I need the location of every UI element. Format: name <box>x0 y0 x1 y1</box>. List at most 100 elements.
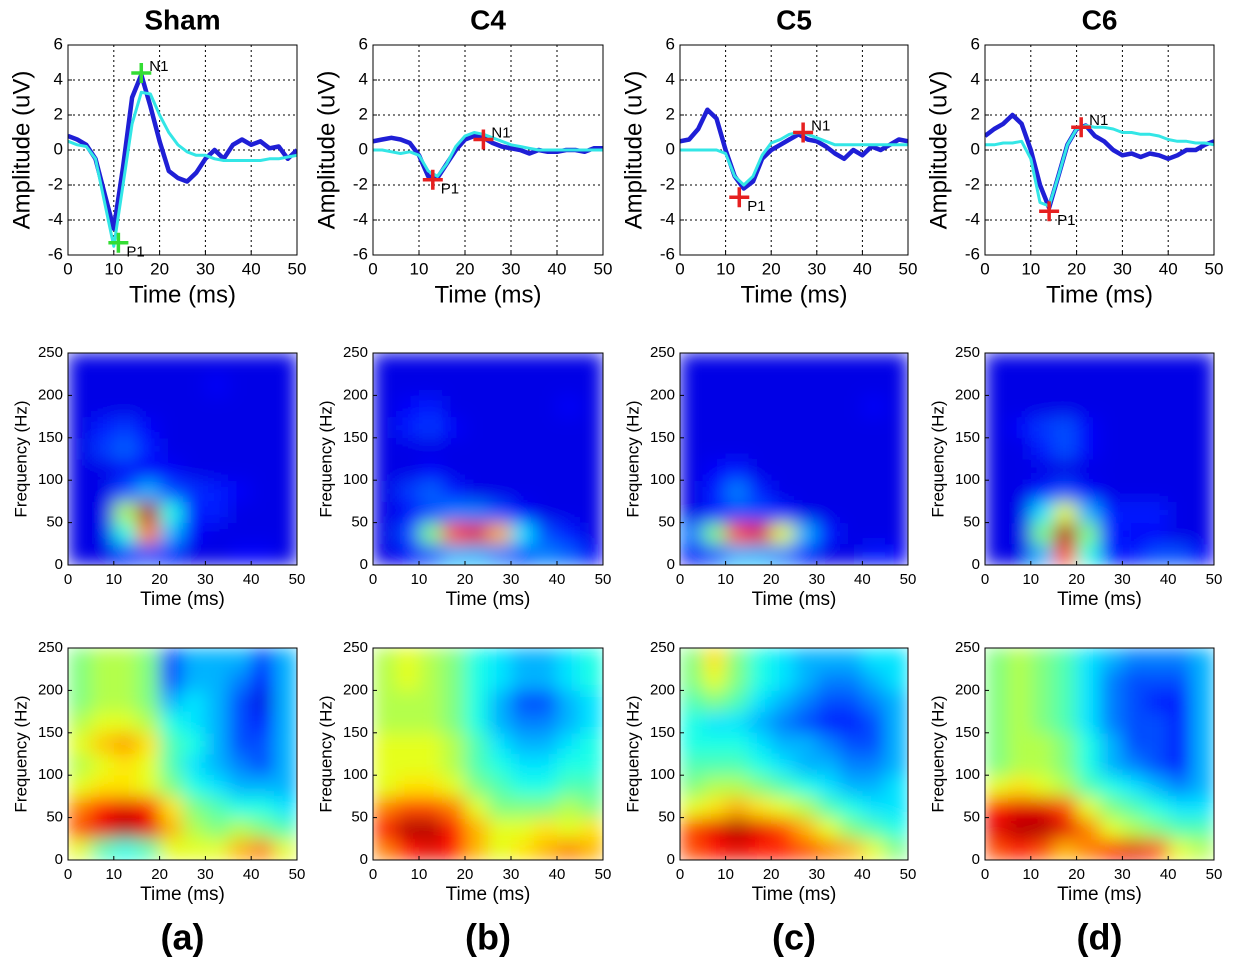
x-tick-label: 0 <box>676 571 684 588</box>
heatmap-cell <box>1099 522 1123 545</box>
heatmap-cell <box>580 374 603 396</box>
heatmap-cell <box>511 459 535 481</box>
y-tick-label: 6 <box>971 34 980 53</box>
heatmap-cell <box>680 374 704 396</box>
heatmap-cell <box>442 522 466 545</box>
heatmap-cell <box>1099 459 1123 481</box>
y-tick-label: 0 <box>55 851 63 868</box>
heatmap-cell <box>985 669 1009 691</box>
heatmap-cell <box>396 395 420 418</box>
heatmap-cell <box>442 690 466 713</box>
y-tick-label: 50 <box>351 809 368 826</box>
heatmap-cell <box>396 669 420 691</box>
heatmap-cell <box>1145 775 1169 797</box>
heatmap-cell <box>794 669 818 691</box>
heatmap-cell <box>534 754 558 776</box>
heatmap-cell <box>771 775 795 797</box>
y-tick-label: -6 <box>353 244 368 263</box>
heatmap-cell <box>113 711 138 734</box>
x-axis-label: Time (ms) <box>434 281 541 308</box>
heatmap-cell <box>488 522 512 545</box>
heatmap-cell <box>1099 754 1123 776</box>
heatmap-cell <box>1122 501 1146 524</box>
heatmap-cell <box>274 437 297 460</box>
heatmap-cell <box>90 374 115 396</box>
peak-marker <box>422 169 443 190</box>
heatmap-cell <box>985 775 1009 797</box>
heatmap-cell <box>1168 543 1192 565</box>
heatmap-cell <box>1191 796 1214 819</box>
heatmap-cell <box>794 416 818 439</box>
heatmap-cell <box>702 395 727 418</box>
heatmap-cell <box>885 796 908 819</box>
heatmap-cell <box>274 459 297 481</box>
heatmap-cell <box>557 522 581 545</box>
heatmap-cell <box>419 732 443 755</box>
x-tick-label: 20 <box>1068 866 1085 883</box>
heatmap-cell <box>771 669 795 691</box>
heatmap-cells <box>985 353 1214 565</box>
heatmap-cell <box>113 648 138 670</box>
heatmap-cell <box>985 501 1009 524</box>
heatmap-cell <box>68 838 92 860</box>
x-tick-label: 10 <box>1021 259 1040 278</box>
heatmap-cell <box>680 416 704 439</box>
x-tick-label: 10 <box>1022 866 1039 883</box>
column-title: C4 <box>470 4 506 35</box>
heatmap-cell <box>228 437 252 460</box>
x-axis-label: Time (ms) <box>129 281 236 308</box>
heatmap-cell <box>862 690 886 713</box>
heatmap-cell <box>885 775 908 797</box>
heatmap-cell <box>557 480 581 502</box>
heatmap-cell <box>136 838 161 860</box>
heatmap-cell <box>1076 459 1100 481</box>
heatmap-cell <box>396 838 420 860</box>
heatmap-cell <box>1030 648 1055 670</box>
heatmap-cell <box>488 374 512 396</box>
heatmap-cell <box>159 395 183 418</box>
y-tick-label: -2 <box>660 174 675 193</box>
heatmap-cell <box>465 459 489 481</box>
heatmap-cell <box>511 775 535 797</box>
heatmap-cell <box>1007 817 1032 840</box>
heatmap-cell <box>862 669 886 691</box>
heatmap-cell <box>228 416 252 439</box>
heatmap-cell <box>251 416 275 439</box>
heatmap-cell <box>794 796 818 819</box>
heatmap-cell <box>373 648 397 670</box>
x-tick-label: 40 <box>853 259 872 278</box>
y-axis-label: Amplitude (uV) <box>313 71 340 230</box>
heatmap-cell <box>680 543 704 565</box>
heatmap-cells <box>68 353 297 565</box>
heatmap-cell <box>182 501 206 524</box>
heatmap-cell <box>68 416 92 439</box>
heatmap-cell <box>1168 353 1192 375</box>
heatmap-cell <box>1122 775 1146 797</box>
heatmap-cell <box>985 838 1009 860</box>
panel: Sham 0 10 20 30 40 50 -6 -4 -2 0 2 4 6 N1 P1 Time (ms) Am… <box>8 4 306 308</box>
heatmap-cell <box>1030 690 1055 713</box>
heatmap-cell <box>702 796 727 819</box>
heatmap-cell <box>511 817 535 840</box>
heatmap-cell <box>90 669 115 691</box>
heatmap-cell <box>557 395 581 418</box>
heatmap-cells <box>68 648 297 860</box>
heatmap-cell <box>839 690 863 713</box>
x-tick-label: 20 <box>151 571 168 588</box>
x-tick-label: 50 <box>1205 259 1224 278</box>
heatmap-cell <box>419 459 443 481</box>
heatmap-cell <box>1007 459 1032 481</box>
heatmap-cell <box>862 353 886 375</box>
heatmap-cell <box>1145 543 1169 565</box>
heatmap-cell <box>251 480 275 502</box>
heatmap-cell <box>816 353 841 375</box>
heatmap-cell <box>1122 796 1146 819</box>
heatmap-cell <box>1076 522 1100 545</box>
heatmap-cell <box>90 648 115 670</box>
heatmap-cell <box>182 775 206 797</box>
heatmap-cell <box>1191 437 1214 460</box>
x-tick-label: 0 <box>369 866 377 883</box>
heatmap-cell <box>862 775 886 797</box>
plot-frame <box>372 44 604 256</box>
heatmap-cell <box>1030 374 1055 396</box>
